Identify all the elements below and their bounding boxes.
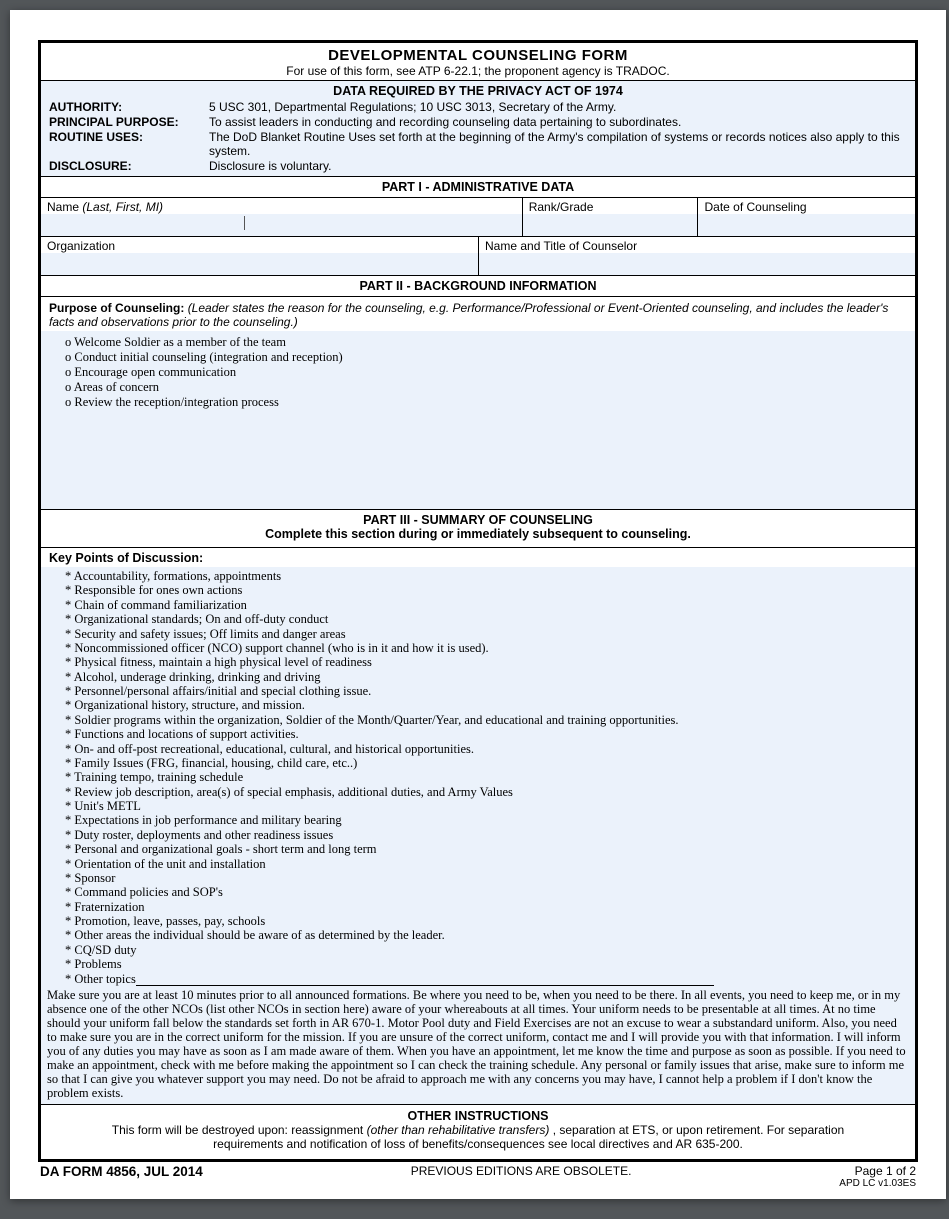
purpose-body[interactable]: o Welcome Soldier as a member of the tea… (41, 331, 915, 509)
narrative-text[interactable]: Make sure you are at least 10 minutes pr… (41, 988, 915, 1105)
privacy-text: The DoD Blanket Routine Uses set forth a… (209, 130, 907, 158)
privacy-label: AUTHORITY: (49, 100, 209, 114)
part2-box: Purpose of Counseling: (Leader states th… (41, 297, 915, 510)
purpose-label: Purpose of Counseling: (49, 301, 184, 315)
keypoint: * Training tempo, training schedule (65, 770, 891, 784)
admin-row-2: Organization Name and Title of Counselor (41, 237, 915, 276)
part3-heading: PART III - SUMMARY OF COUNSELING (41, 513, 915, 527)
keypoint: * Alcohol, underage drinking, drinking a… (65, 670, 891, 684)
rank-input[interactable] (523, 214, 698, 236)
keypoint: * Other areas the individual should be a… (65, 928, 891, 942)
form-id: DA FORM 4856, JUL 2014 (40, 1164, 203, 1189)
privacy-label: ROUTINE USES: (49, 130, 209, 158)
privacy-text: 5 USC 301, Departmental Regulations; 10 … (209, 100, 907, 114)
admin-row-1: Name (Last, First, MI) Rank/Grade Date o… (41, 198, 915, 237)
org-input[interactable] (41, 253, 478, 275)
counselor-input[interactable] (479, 253, 915, 275)
other-instructions: OTHER INSTRUCTIONS This form will be des… (41, 1105, 915, 1159)
keypoint: * Family Issues (FRG, financial, housing… (65, 756, 891, 770)
page: DEVELOPMENTAL COUNSELING FORM For use of… (10, 10, 946, 1199)
keypoint: * Responsible for ones own actions (65, 583, 891, 597)
privacy-act-block: DATA REQUIRED BY THE PRIVACY ACT OF 1974… (41, 81, 915, 177)
purpose-bullet: o Review the reception/integration proce… (65, 395, 891, 410)
part2-heading: PART II - BACKGROUND INFORMATION (41, 276, 915, 297)
title-block: DEVELOPMENTAL COUNSELING FORM For use of… (41, 43, 915, 81)
keypoint: * Noncommissioned officer (NCO) support … (65, 641, 891, 655)
page-footer: DA FORM 4856, JUL 2014 PREVIOUS EDITIONS… (38, 1162, 918, 1189)
keypoints-body[interactable]: * Accountability, formations, appointmen… (41, 567, 915, 988)
other-instructions-heading: OTHER INSTRUCTIONS (101, 1109, 855, 1123)
counselor-label: Name and Title of Counselor (479, 237, 915, 253)
version-text: APD LC v1.03ES (839, 1178, 916, 1189)
keypoint: * Soldier programs within the organizati… (65, 713, 891, 727)
date-label: Date of Counseling (698, 198, 915, 214)
privacy-label: DISCLOSURE: (49, 159, 209, 173)
privacy-text: To assist leaders in conducting and reco… (209, 115, 907, 129)
keypoint: * CQ/SD duty (65, 943, 891, 957)
keypoint: * Sponsor (65, 871, 891, 885)
privacy-row-disclosure: DISCLOSURE: Disclosure is voluntary. (49, 159, 907, 173)
privacy-label: PRINCIPAL PURPOSE: (49, 115, 209, 129)
keypoint: * Orientation of the unit and installati… (65, 857, 891, 871)
keypoint: * Duty roster, deployments and other rea… (65, 828, 891, 842)
page-number: Page 1 of 2 (839, 1164, 916, 1178)
counselor-cell[interactable]: Name and Title of Counselor (479, 237, 915, 275)
keypoint-other: * Other topics (65, 972, 891, 986)
purpose-bullet: o Encourage open communication (65, 365, 891, 380)
keypoint: * Promotion, leave, passes, pay, schools (65, 914, 891, 928)
privacy-row-routine: ROUTINE USES: The DoD Blanket Routine Us… (49, 130, 907, 158)
keypoint: * Chain of command familiarization (65, 598, 891, 612)
org-label: Organization (41, 237, 478, 253)
keypoint: * Physical fitness, maintain a high phys… (65, 655, 891, 669)
part3-heading-block: PART III - SUMMARY OF COUNSELING Complet… (41, 510, 915, 548)
purpose-bullet: o Welcome Soldier as a member of the tea… (65, 335, 891, 350)
form-title: DEVELOPMENTAL COUNSELING FORM (47, 47, 909, 64)
keypoint: * Unit's METL (65, 799, 891, 813)
page-number-block: Page 1 of 2 APD LC v1.03ES (839, 1164, 916, 1189)
date-cell[interactable]: Date of Counseling (698, 198, 915, 236)
keypoint: * Personnel/personal affairs/initial and… (65, 684, 891, 698)
rank-cell[interactable]: Rank/Grade (523, 198, 699, 236)
part3-subheading: Complete this section during or immediat… (41, 527, 915, 544)
form-border: DEVELOPMENTAL COUNSELING FORM For use of… (38, 40, 918, 1162)
purpose-bullet: o Areas of concern (65, 380, 891, 395)
keypoint: * Functions and locations of support act… (65, 727, 891, 741)
keypoint: * Security and safety issues; Off limits… (65, 627, 891, 641)
part1-heading: PART I - ADMINISTRATIVE DATA (41, 177, 915, 198)
pdf-viewer: DEVELOPMENTAL COUNSELING FORM For use of… (0, 0, 949, 1209)
name-input[interactable] (41, 214, 522, 236)
org-cell[interactable]: Organization (41, 237, 479, 275)
purpose-header: Purpose of Counseling: (Leader states th… (41, 297, 915, 331)
keypoint: * Command policies and SOP's (65, 885, 891, 899)
keypoint: * Review job description, area(s) of spe… (65, 785, 891, 799)
form-subtitle: For use of this form, see ATP 6-22.1; th… (47, 64, 909, 78)
name-cell[interactable]: Name (Last, First, MI) (41, 198, 523, 236)
privacy-text: Disclosure is voluntary. (209, 159, 907, 173)
keypoint: * On- and off-post recreational, educati… (65, 742, 891, 756)
rank-label: Rank/Grade (523, 198, 698, 214)
other-instructions-text: This form will be destroyed upon: reassi… (112, 1123, 844, 1151)
keypoint: * Organizational standards; On and off-d… (65, 612, 891, 626)
keypoint: * Fraternization (65, 900, 891, 914)
privacy-row-purpose: PRINCIPAL PURPOSE: To assist leaders in … (49, 115, 907, 129)
keypoint: * Problems (65, 957, 891, 971)
name-label: Name (Last, First, MI) (41, 198, 522, 214)
keypoint: * Organizational history, structure, and… (65, 698, 891, 712)
keypoint: * Expectations in job performance and mi… (65, 813, 891, 827)
privacy-heading: DATA REQUIRED BY THE PRIVACY ACT OF 1974 (49, 81, 907, 100)
keypoint: * Accountability, formations, appointmen… (65, 569, 891, 583)
purpose-bullet: o Conduct initial counseling (integratio… (65, 350, 891, 365)
keypoint: * Personal and organizational goals - sh… (65, 842, 891, 856)
privacy-row-authority: AUTHORITY: 5 USC 301, Departmental Regul… (49, 100, 907, 114)
obsolete-notice: PREVIOUS EDITIONS ARE OBSOLETE. (411, 1164, 632, 1189)
keypoints-label: Key Points of Discussion: (41, 548, 915, 567)
date-input[interactable] (698, 214, 915, 236)
